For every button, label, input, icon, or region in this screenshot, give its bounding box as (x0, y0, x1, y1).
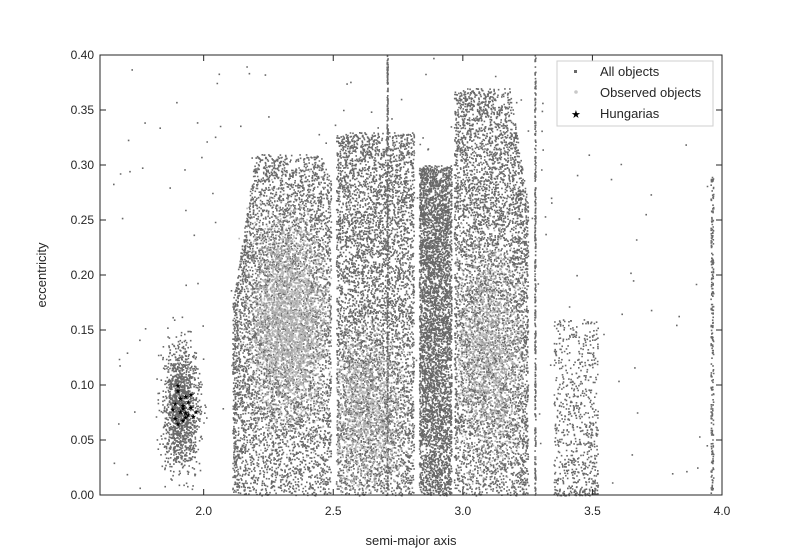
legend-marker-hungarias: ★ (571, 108, 581, 121)
hungaria-point: ★ (188, 404, 194, 412)
axis-labels: semi-major axis eccentricity (34, 242, 457, 548)
hungaria-point: ★ (175, 388, 181, 396)
legend-label-all-objects: All objects (600, 64, 660, 79)
hungaria-point: ★ (170, 406, 176, 414)
legend-box (556, 60, 714, 127)
hungaria-point: ★ (177, 395, 183, 403)
x-tick-label: 3.5 (584, 504, 601, 518)
hungaria-point: ★ (175, 421, 181, 429)
y-tick-label: 0.05 (71, 433, 95, 447)
y-tick-label: 0.30 (71, 158, 95, 172)
legend-marker-observed-objects (574, 90, 578, 94)
legend-label-hungarias: Hungarias (600, 106, 660, 121)
ticks-layer: 2.0 2.5 3.0 3.5 4.0 0.00 0.05 0.10 0.15 0.20 0.25 0… (71, 48, 731, 518)
y-tick-label: 0.15 (71, 323, 95, 337)
x-tick-label: 3.0 (454, 504, 471, 518)
x-axis-label: semi-major axis (365, 533, 457, 548)
legend: All objects Observed objects ★ Hungarias (556, 60, 714, 127)
hungaria-point: ★ (183, 410, 189, 418)
series-all-objects-points (113, 55, 715, 497)
y-axis-label: eccentricity (34, 242, 49, 308)
hungaria-point: ★ (185, 412, 191, 420)
hungaria-point: ★ (183, 393, 189, 401)
hungaria-point: ★ (188, 391, 194, 399)
hungaria-point: ★ (183, 414, 189, 422)
hungaria-point: ★ (177, 408, 183, 416)
hungaria-point: ★ (180, 405, 186, 413)
hungaria-point: ★ (180, 402, 186, 410)
x-tick-label: 4.0 (714, 504, 731, 518)
legend-label-observed-objects: Observed objects (600, 85, 702, 100)
x-tick-label: 2.5 (325, 504, 342, 518)
y-tick-label: 0.35 (71, 103, 95, 117)
hungaria-point: ★ (180, 417, 186, 425)
hungaria-point: ★ (193, 408, 199, 416)
hungaria-point: ★ (172, 415, 178, 423)
y-tick-label: 0.00 (71, 488, 95, 502)
y-tick-label: 0.25 (71, 213, 95, 227)
hungaria-point: ★ (185, 399, 191, 407)
y-tick-label: 0.40 (71, 48, 95, 62)
legend-marker-all-objects (574, 70, 577, 73)
hungaria-point: ★ (190, 413, 196, 421)
hungaria-point: ★ (172, 401, 178, 409)
hungaria-point: ★ (175, 382, 181, 390)
y-tick-label: 0.10 (71, 378, 95, 392)
y-tick-label: 0.20 (71, 268, 95, 282)
points-layer: ★★★★★★★★★★★★★ ★★★★ ★★★ (113, 55, 715, 497)
x-tick-label: 2.0 (195, 504, 212, 518)
